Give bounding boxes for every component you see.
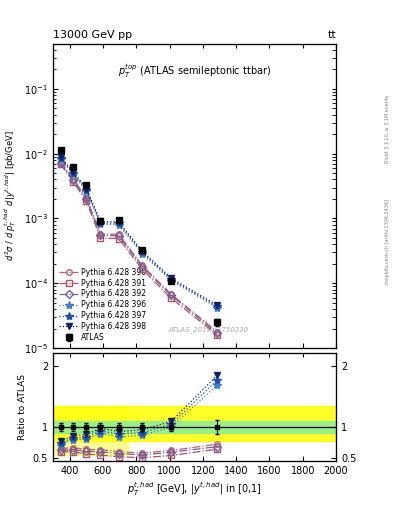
- Pythia 6.428 390: [84, 195, 89, 201]
- X-axis label: $p_T^{t,had}$ [GeV], $|y^{t,had}|$ in [0,1]: $p_T^{t,had}$ [GeV], $|y^{t,had}|$ in [0…: [127, 481, 262, 498]
- Pythia 6.428 396: [58, 156, 63, 162]
- Pythia 6.428 396: [215, 305, 219, 311]
- Pythia 6.428 397: [98, 220, 103, 226]
- Text: 13000 GeV pp: 13000 GeV pp: [53, 30, 132, 40]
- Line: Pythia 6.428 396: Pythia 6.428 396: [56, 155, 221, 312]
- Pythia 6.428 391: [215, 332, 219, 338]
- Pythia 6.428 398: [71, 168, 75, 175]
- Text: $p_T^{top}$ (ATLAS semileptonic ttbar): $p_T^{top}$ (ATLAS semileptonic ttbar): [118, 62, 271, 79]
- Pythia 6.428 392: [84, 196, 89, 202]
- Text: tt: tt: [327, 30, 336, 40]
- Pythia 6.428 398: [116, 219, 121, 225]
- Text: Rivet 3.1.10, ≥ 3.1M events: Rivet 3.1.10, ≥ 3.1M events: [385, 95, 389, 163]
- Pythia 6.428 390: [58, 159, 63, 165]
- Pythia 6.428 392: [98, 232, 103, 239]
- Pythia 6.428 398: [215, 302, 219, 308]
- Pythia 6.428 391: [169, 295, 174, 301]
- Pythia 6.428 392: [215, 330, 219, 336]
- Y-axis label: Ratio to ATLAS: Ratio to ATLAS: [18, 374, 27, 440]
- Pythia 6.428 397: [169, 276, 174, 283]
- Line: Pythia 6.428 398: Pythia 6.428 398: [58, 155, 220, 308]
- Pythia 6.428 390: [116, 231, 121, 238]
- Pythia 6.428 396: [169, 278, 174, 284]
- Pythia 6.428 397: [140, 249, 145, 255]
- Pythia 6.428 391: [84, 198, 89, 204]
- Pythia 6.428 396: [98, 221, 103, 227]
- Pythia 6.428 390: [215, 329, 219, 335]
- Pythia 6.428 391: [58, 161, 63, 167]
- Pythia 6.428 396: [71, 170, 75, 177]
- Pythia 6.428 396: [140, 251, 145, 257]
- Legend: Pythia 6.428 390, Pythia 6.428 391, Pythia 6.428 392, Pythia 6.428 396, Pythia 6: Pythia 6.428 390, Pythia 6.428 391, Pyth…: [57, 265, 149, 345]
- Pythia 6.428 398: [58, 154, 63, 160]
- Pythia 6.428 390: [169, 291, 174, 297]
- Pythia 6.428 397: [215, 304, 219, 310]
- Pythia 6.428 392: [116, 233, 121, 239]
- Pythia 6.428 390: [98, 231, 103, 237]
- Pythia 6.428 391: [140, 266, 145, 272]
- Pythia 6.428 391: [116, 236, 121, 242]
- Bar: [53, 406, 336, 440]
- Line: Pythia 6.428 391: Pythia 6.428 391: [58, 161, 220, 338]
- Pythia 6.428 397: [58, 155, 63, 161]
- Line: Pythia 6.428 390: Pythia 6.428 390: [58, 159, 220, 334]
- Pythia 6.428 390: [140, 262, 145, 268]
- Pythia 6.428 391: [71, 179, 75, 185]
- Y-axis label: $d^2\sigma$ / $d\,p_T^{t,had}$ $d\,|y^{t,had}|$ [pb/GeV]: $d^2\sigma$ / $d\,p_T^{t,had}$ $d\,|y^{t…: [3, 131, 18, 261]
- Pythia 6.428 398: [84, 185, 89, 191]
- Pythia 6.428 392: [169, 292, 174, 298]
- Pythia 6.428 398: [169, 275, 174, 281]
- Pythia 6.428 391: [98, 235, 103, 241]
- Bar: [53, 406, 128, 455]
- Pythia 6.428 398: [98, 219, 103, 225]
- Text: mcplots.cern.ch [arXiv:1306.3436]: mcplots.cern.ch [arXiv:1306.3436]: [385, 199, 389, 284]
- Pythia 6.428 392: [71, 177, 75, 183]
- Pythia 6.428 396: [116, 222, 121, 228]
- Pythia 6.428 397: [84, 187, 89, 193]
- Text: ATLAS_2019_I1750330: ATLAS_2019_I1750330: [169, 326, 249, 333]
- Pythia 6.428 397: [71, 169, 75, 176]
- Bar: [53, 421, 336, 433]
- Line: Pythia 6.428 397: Pythia 6.428 397: [56, 154, 221, 311]
- Line: Pythia 6.428 392: Pythia 6.428 392: [58, 160, 220, 336]
- Pythia 6.428 397: [116, 220, 121, 226]
- Pythia 6.428 392: [140, 264, 145, 270]
- Pythia 6.428 390: [71, 176, 75, 182]
- Pythia 6.428 396: [84, 188, 89, 194]
- Pythia 6.428 392: [58, 160, 63, 166]
- Pythia 6.428 398: [140, 248, 145, 254]
